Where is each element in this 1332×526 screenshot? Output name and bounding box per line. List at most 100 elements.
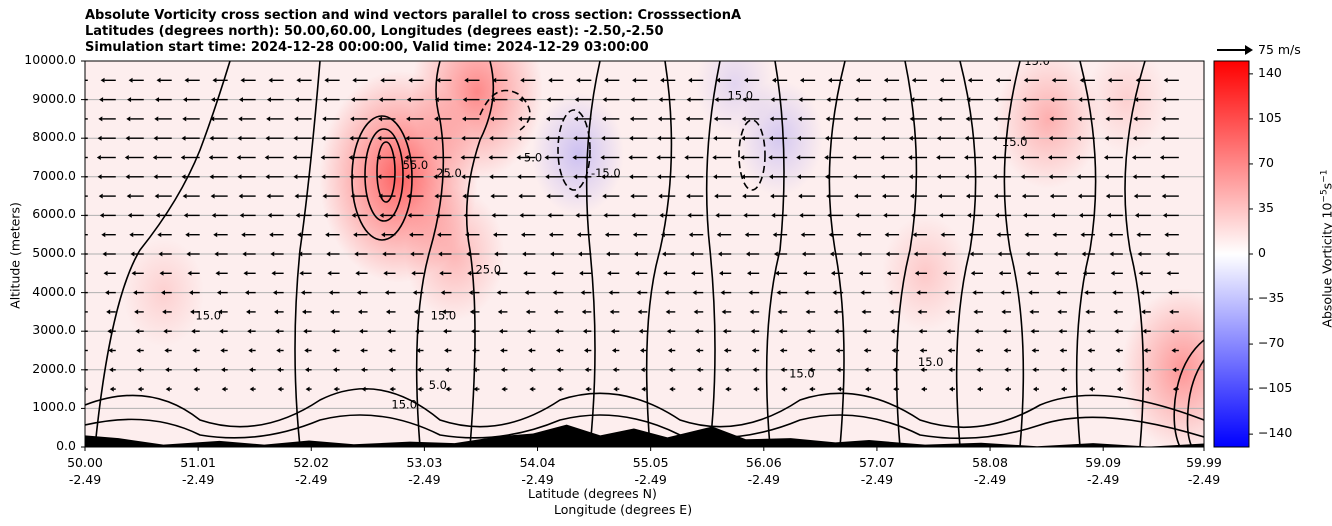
x-tick-label: 51.01 -2.49 (180, 455, 217, 487)
wind-vector (1160, 135, 1179, 141)
wind-vector (389, 386, 396, 392)
wind-vector (361, 386, 368, 392)
wind-vector (1020, 155, 1039, 160)
wind-vector (491, 212, 508, 218)
wind-vector (1104, 135, 1123, 141)
wind-vector (685, 116, 704, 122)
wind-vector (944, 290, 956, 296)
wind-vector (461, 174, 480, 180)
wind-vector (105, 290, 116, 296)
wind-vector (156, 77, 172, 83)
wind-vector (1108, 232, 1123, 238)
wind-vector (155, 97, 172, 103)
wind-vector (1047, 155, 1067, 160)
wind-vector (908, 155, 928, 160)
wind-vector (220, 348, 228, 353)
wind-vector (584, 367, 592, 373)
wind-vector (349, 174, 368, 180)
wind-vector (796, 174, 816, 180)
wind-vector (548, 232, 564, 238)
wind-vector (516, 155, 536, 160)
wind-vector (216, 290, 228, 296)
wind-vector (583, 348, 592, 353)
wind-vector (97, 135, 116, 141)
wind-vector (883, 77, 900, 83)
wind-vector (1056, 290, 1067, 296)
wind-vector (360, 348, 368, 353)
wind-vector (434, 97, 452, 103)
wind-vector (936, 155, 956, 160)
wind-vector (741, 174, 760, 180)
wind-vector (852, 174, 872, 180)
wind-vector (385, 309, 396, 315)
wind-vector (441, 309, 452, 315)
wind-vector (500, 367, 508, 373)
wind-vector (948, 367, 956, 373)
wind-vector (854, 193, 872, 199)
wind-vector (865, 386, 872, 392)
wind-vector (885, 251, 900, 257)
wind-vector (741, 135, 760, 141)
wind-vector (546, 193, 564, 199)
wind-vector (660, 77, 676, 83)
wind-vector (103, 270, 116, 276)
wind-vector (192, 348, 200, 353)
wind-vector (713, 116, 732, 122)
wind-vector (490, 193, 508, 199)
wind-vector (462, 193, 480, 199)
wind-vector (715, 212, 732, 218)
contour-label-5: 15.0 (431, 309, 457, 323)
wind-vector (547, 212, 564, 218)
wind-vector (1052, 232, 1067, 238)
wind-vector (98, 116, 116, 122)
wind-vector (125, 135, 144, 141)
wind-vector (629, 174, 648, 180)
wind-vector (520, 232, 536, 238)
wind-vector (686, 97, 704, 103)
wind-vector (891, 348, 900, 353)
wind-vector (836, 367, 844, 373)
wind-vector (856, 232, 872, 238)
wind-vector (193, 367, 200, 373)
wind-vector (920, 367, 928, 373)
contour-label-4: -15.0 (591, 166, 621, 180)
terrain-silhouette (85, 424, 1204, 447)
wind-vector (1002, 328, 1011, 334)
wind-vector (1135, 77, 1151, 83)
x-tick-label: 52.02 -2.49 (293, 455, 330, 487)
wind-vector (629, 135, 648, 141)
wind-vector (415, 328, 424, 334)
wind-vector (863, 348, 872, 353)
wind-vector (180, 155, 200, 160)
wind-vector (352, 77, 368, 83)
wind-vector (612, 367, 620, 373)
wind-vector (573, 135, 592, 141)
wind-vector (378, 193, 396, 199)
wind-vector (802, 270, 816, 276)
wind-vector (472, 367, 480, 373)
wind-vector (376, 155, 396, 160)
wind-vector (770, 97, 788, 103)
wind-vector (409, 232, 424, 238)
wind-vector (824, 155, 844, 160)
wind-vector (1138, 270, 1151, 276)
wind-vector (162, 309, 172, 315)
wind-vector (768, 135, 788, 141)
wind-vector (1020, 135, 1039, 141)
wind-vector (304, 367, 312, 373)
wind-vector (1161, 193, 1179, 199)
wind-vector (750, 328, 760, 334)
wind-vector (529, 386, 536, 392)
wind-vector (713, 135, 732, 141)
wind-vector (1168, 290, 1179, 296)
wind-vector (518, 193, 536, 199)
wind-vector (605, 251, 620, 257)
x-tick-label: 55.05 -2.49 (632, 455, 669, 487)
wind-vector (1048, 174, 1067, 180)
wind-vector (992, 174, 1011, 180)
wind-vector (439, 270, 452, 276)
wind-vector (301, 309, 312, 315)
wind-vector (1004, 386, 1011, 392)
wind-vector (1103, 155, 1123, 160)
wind-vector (768, 155, 788, 160)
